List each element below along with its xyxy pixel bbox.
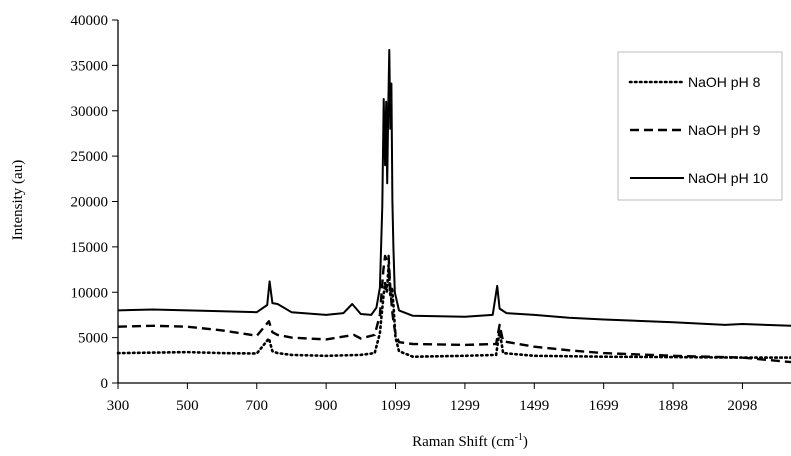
- y-tick-label: 10000: [71, 285, 109, 301]
- y-tick-label: 0: [101, 376, 109, 392]
- legend-box: [617, 51, 783, 201]
- x-axis-title-main: Raman Shift (cm: [412, 434, 515, 450]
- y-tick-label: 20000: [71, 195, 109, 211]
- x-tick-label: 2098: [727, 398, 757, 414]
- y-tick-label: 40000: [71, 13, 109, 29]
- x-tick-label: 1898: [658, 398, 688, 414]
- legend-label-1: NaOH pH 8: [688, 74, 761, 90]
- x-tick-label: 1299: [450, 398, 480, 414]
- x-tick-label: 300: [107, 398, 130, 414]
- series-line-1: [116, 263, 791, 359]
- x-tick-label: 1099: [381, 398, 411, 414]
- legend-label-2: NaOH pH 9: [688, 122, 761, 138]
- y-tick-label: 5000: [78, 331, 108, 347]
- x-tick-label: 1499: [519, 398, 549, 414]
- y-axis-title: Intensity (au): [10, 160, 26, 240]
- series-line-3: [117, 48, 791, 327]
- x-tick-label: 1699: [589, 398, 619, 414]
- x-tick-label: 900: [315, 398, 338, 414]
- x-tick-label: 500: [176, 398, 199, 414]
- axes-layer: 0 5000 10000 15000 20000 25000 30000 35000 40000…: [71, 13, 791, 414]
- y-tick-label: 25000: [71, 149, 109, 165]
- y-tick-label: 35000: [71, 58, 109, 74]
- x-tick-label: 700: [246, 398, 269, 414]
- legend: NaOH pH 8 NaOH pH 9 NaOH pH 10: [617, 51, 783, 201]
- series-line-2: [117, 254, 791, 364]
- legend-label-3: NaOH pH 10: [688, 170, 768, 186]
- series-layer: [116, 48, 791, 364]
- x-axis-title-suffix: ): [523, 434, 528, 450]
- y-tick-label: 30000: [71, 104, 109, 120]
- x-axis-title-sup: -1: [515, 432, 523, 443]
- y-tick-label: 15000: [71, 240, 109, 256]
- x-axis-title: Raman Shift (cm-1): [412, 432, 528, 450]
